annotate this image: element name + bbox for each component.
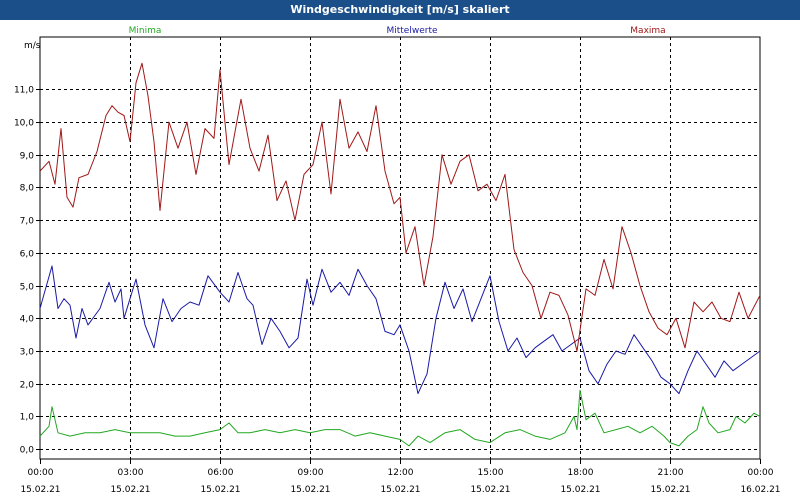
y-tick-label: 6,0 [20, 250, 35, 260]
window-title: Windgeschwindigkeit [m/s] skaliert [0, 0, 800, 20]
y-tick-label: 7,0 [20, 217, 35, 227]
legend-maxima: Maxima [630, 26, 665, 36]
y-tick-label: 2,0 [20, 381, 35, 391]
y-tick-label: 11,0 [14, 86, 34, 96]
y-axis: 0,0 1,0 2,0 3,0 4,0 5,0 6,0 7,0 8,0 9,0 10,0 11,0 [14, 86, 40, 456]
x-tick-date: 15.02.21 [380, 485, 420, 495]
series-line-maxima [39, 62, 761, 352]
x-axis: 00:00 15.02.21 03:00 15.02.21 06:00 15.02.21 0… [20, 459, 781, 495]
series-line-minima [39, 389, 761, 447]
x-tick-time: 00:00 [748, 468, 774, 478]
x-tick-date: 15.02.21 [110, 485, 150, 495]
y-tick-label: 3,0 [20, 348, 35, 358]
legend-minima: Minima [129, 26, 162, 36]
x-tick-time: 06:00 [208, 468, 234, 478]
x-tick-time: 00:00 [28, 468, 54, 478]
chart-grid [40, 37, 760, 459]
x-tick-time: 18:00 [568, 468, 594, 478]
x-tick-date: 15.02.21 [560, 485, 600, 495]
y-tick-label: 0,0 [20, 446, 35, 456]
y-tick-label: 4,0 [20, 315, 35, 325]
x-tick-time: 15:00 [478, 468, 504, 478]
x-tick-date: 15.02.21 [20, 485, 60, 495]
x-tick-date: 15.02.21 [200, 485, 240, 495]
y-axis-label: m/s [24, 41, 41, 51]
series-line-mittelwerte [39, 265, 761, 395]
x-tick-time: 12:00 [388, 468, 414, 478]
series-lines [39, 62, 761, 447]
legend-mittelwerte: Mittelwerte [386, 26, 437, 36]
x-tick-time: 03:00 [118, 468, 144, 478]
y-tick-label: 5,0 [20, 283, 35, 293]
y-tick-label: 8,0 [20, 184, 35, 194]
x-tick-time: 21:00 [658, 468, 684, 478]
x-tick-date: 15.02.21 [470, 485, 510, 495]
x-tick-date: 15.02.21 [290, 485, 330, 495]
y-tick-label: 10,0 [14, 119, 34, 129]
x-tick-time: 09:00 [298, 468, 324, 478]
y-tick-label: 9,0 [20, 152, 35, 162]
wind-speed-chart: 0,0 1,0 2,0 3,0 4,0 5,0 6,0 7,0 8,0 9,0 10,0 11,0 0… [14, 26, 781, 495]
x-tick-date: 16.02.21 [740, 485, 780, 495]
x-tick-date: 15.02.21 [650, 485, 690, 495]
legend: Minima Mittelwerte Maxima [129, 26, 666, 36]
y-tick-label: 1,0 [20, 413, 35, 423]
